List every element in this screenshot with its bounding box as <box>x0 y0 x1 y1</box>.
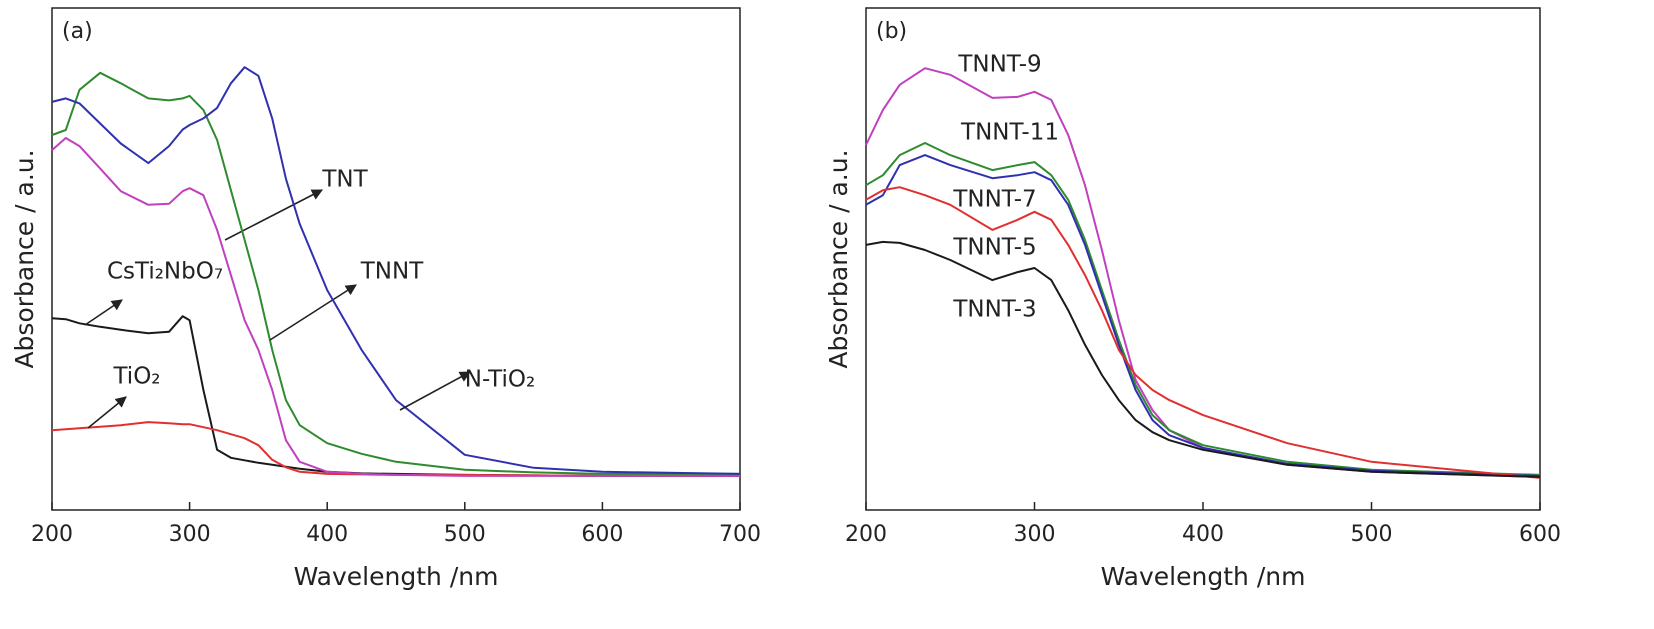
plot-frame <box>51 7 741 511</box>
series-line <box>51 66 741 475</box>
x-tick-label: 600 <box>581 522 623 547</box>
x-tick-label: 300 <box>169 522 211 547</box>
series-label: CsTi₂NbO₇ <box>107 259 223 285</box>
x-tick-label: 200 <box>845 522 887 547</box>
annotation-arrow <box>84 299 123 326</box>
series-label: TNNT-5 <box>952 235 1036 261</box>
series-line <box>865 154 1541 477</box>
series-line <box>865 142 1541 476</box>
series-label: TNNT-3 <box>952 297 1036 323</box>
annotation-arrow <box>224 189 323 241</box>
x-tick-label: 500 <box>1351 522 1393 547</box>
series-line <box>51 421 740 477</box>
y-axis-label: Absorbance / a.u. <box>10 149 39 368</box>
x-tick-label: 200 <box>31 522 73 547</box>
y-axis-label: Absorbance / a.u. <box>824 149 853 368</box>
annotation-arrow <box>399 371 471 411</box>
x-tick-label: 600 <box>1519 522 1561 547</box>
series-label: TiO₂ <box>112 364 160 390</box>
panel-label: (a) <box>62 19 93 44</box>
x-tick-label: 500 <box>444 522 486 547</box>
series-line <box>51 315 740 477</box>
x-tick-label: 400 <box>1182 522 1224 547</box>
annotation-arrow <box>87 396 127 429</box>
series-label: TNNT-9 <box>957 52 1041 78</box>
annotation-arrow <box>269 284 357 341</box>
series-label: TNNT-11 <box>960 120 1059 146</box>
series-line <box>51 137 740 477</box>
x-tick-label: 700 <box>719 522 761 547</box>
series-label: TNNT <box>360 259 424 285</box>
series-label: TNT <box>321 167 368 193</box>
series-label: TNNT-7 <box>952 187 1036 213</box>
x-axis-label: Wavelength /nm <box>294 562 499 591</box>
series-line <box>865 240 1541 478</box>
series-line <box>51 71 740 475</box>
x-axis-label: Wavelength /nm <box>1101 562 1306 591</box>
x-tick-label: 300 <box>1014 522 1056 547</box>
series-line <box>865 186 1541 479</box>
x-tick-label: 400 <box>306 522 348 547</box>
series-label: N-TiO₂ <box>465 367 535 393</box>
panel-label: (b) <box>876 19 907 44</box>
